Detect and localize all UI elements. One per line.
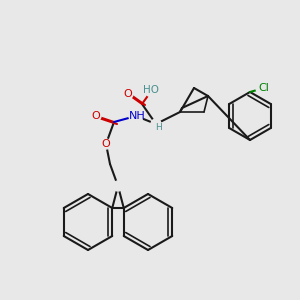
Circle shape [101,139,111,149]
Circle shape [151,119,161,129]
Circle shape [113,181,123,191]
Text: H: H [154,122,161,131]
Circle shape [256,80,272,96]
Circle shape [123,89,133,99]
Circle shape [129,109,143,123]
Text: Cl: Cl [259,83,269,93]
Text: O: O [102,139,110,149]
Circle shape [145,83,159,97]
Text: O: O [92,111,100,121]
Text: NH: NH [129,111,146,121]
Circle shape [91,111,101,121]
Text: O: O [124,89,132,99]
Text: HO: HO [143,85,159,95]
